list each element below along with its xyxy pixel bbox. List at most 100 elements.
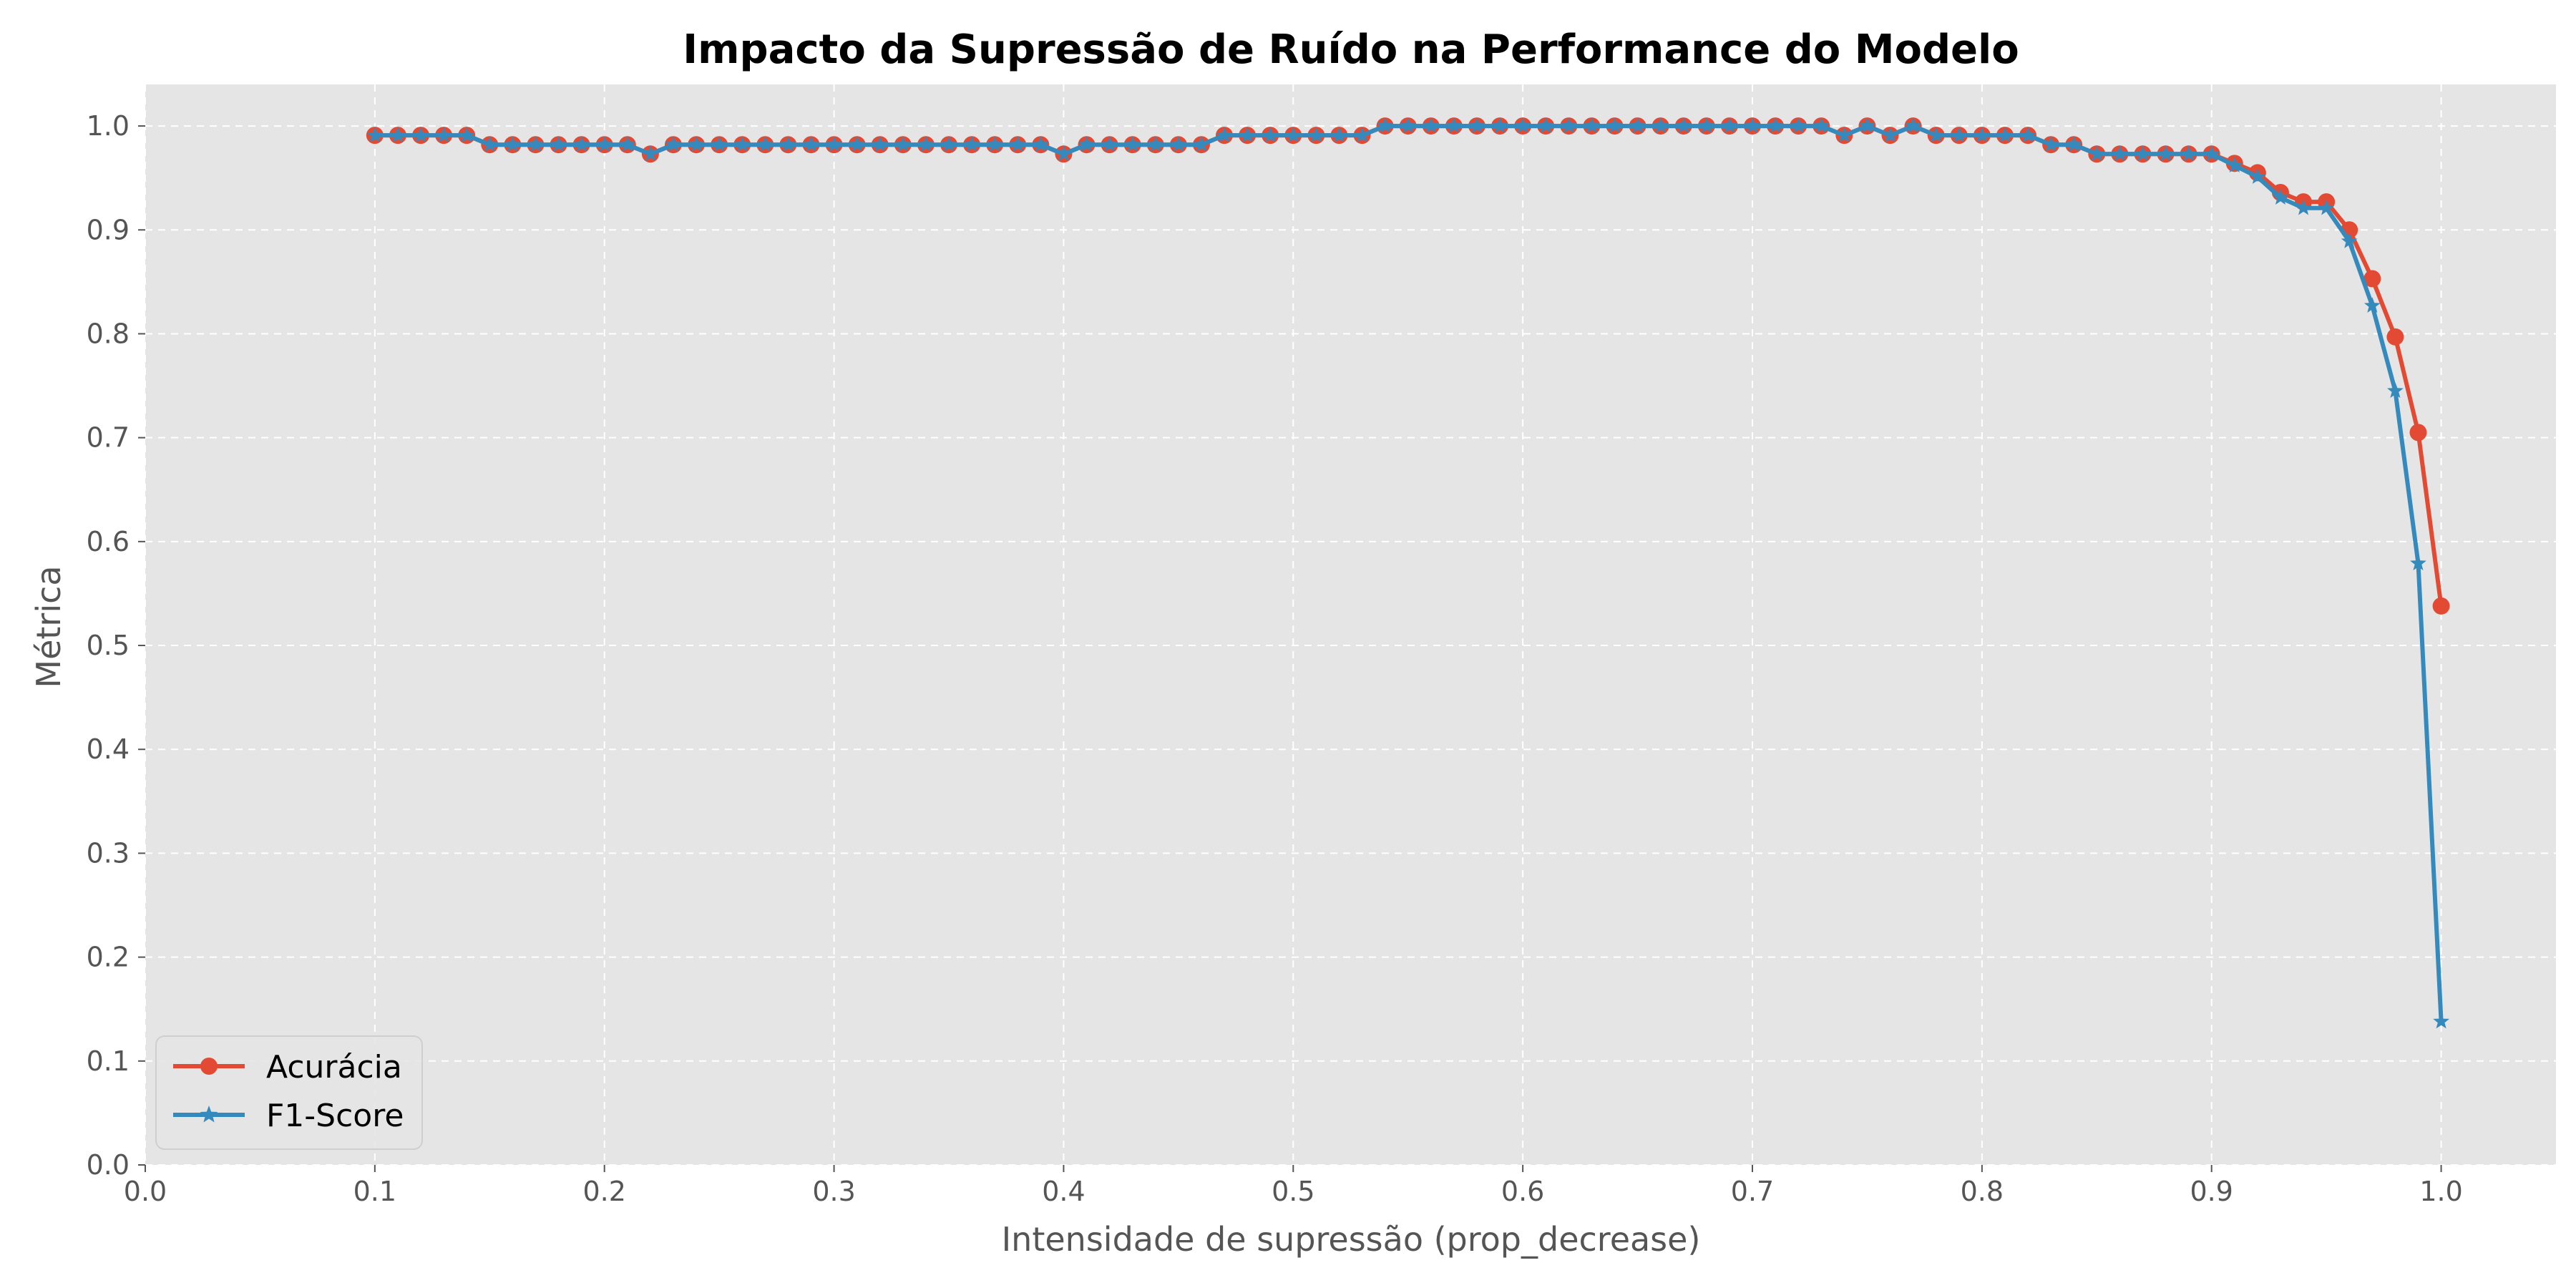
data-point-f1-score — [756, 136, 774, 152]
data-point-f1-score — [1308, 127, 1324, 142]
x-tick-label: 0.6 — [1501, 1176, 1544, 1207]
data-point-f1-score — [1767, 117, 1784, 133]
data-point-f1-score — [711, 136, 728, 152]
data-point-f1-score — [1239, 127, 1256, 142]
y-tick-label: 0.1 — [87, 1045, 130, 1077]
data-point-f1-score — [1423, 117, 1440, 133]
data-point-f1-score — [1584, 117, 1600, 133]
plot-area — [145, 84, 2556, 1165]
data-point-f1-score — [733, 136, 751, 152]
data-point-f1-score — [1101, 136, 1118, 152]
data-point-f1-score — [2019, 127, 2036, 142]
data-point-f1-score — [2363, 297, 2381, 313]
x-tick-label: 0.4 — [1042, 1176, 1085, 1207]
data-point-f1-score — [849, 136, 866, 152]
data-point-f1-score — [917, 136, 935, 152]
data-point-acuracia — [2409, 424, 2427, 441]
legend-marker-f1-score — [200, 1106, 218, 1123]
data-point-f1-score — [1859, 117, 1875, 133]
data-point-f1-score — [826, 136, 842, 152]
data-point-f1-score — [527, 136, 544, 152]
data-point-f1-score — [2410, 555, 2426, 570]
data-point-f1-score — [894, 136, 912, 152]
x-axis-ticks: 0.0 0.1 0.2 0.3 0.4 0.5 0.6 0.7 0.8 0.9 1.0 — [124, 1165, 2463, 1207]
data-point-f1-score — [1262, 127, 1279, 142]
data-point-f1-score — [2249, 168, 2266, 184]
y-tick-label: 0.6 — [87, 526, 130, 557]
data-point-f1-score — [2180, 145, 2197, 161]
data-point-f1-score — [1675, 117, 1692, 133]
grid-lines — [145, 84, 2556, 1166]
data-point-f1-score — [619, 136, 636, 152]
data-point-f1-score — [1055, 145, 1072, 161]
data-point-f1-score — [986, 136, 1003, 152]
data-point-f1-score — [435, 127, 452, 142]
data-point-f1-score — [1147, 136, 1164, 152]
data-point-f1-score — [2135, 145, 2151, 161]
data-point-f1-score — [1652, 117, 1669, 133]
x-tick-label: 0.0 — [124, 1176, 167, 1207]
y-axis-label: Métrica — [29, 565, 68, 688]
data-point-f1-score — [1721, 117, 1738, 133]
data-point-f1-score — [1905, 117, 1921, 133]
data-point-f1-score — [2112, 145, 2128, 161]
data-point-f1-score — [366, 127, 384, 142]
data-point-f1-score — [1377, 117, 1393, 133]
data-point-f1-score — [2295, 199, 2312, 215]
data-point-f1-score — [665, 136, 682, 152]
data-point-f1-score — [1537, 117, 1554, 133]
x-tick-label: 0.9 — [2190, 1176, 2233, 1207]
data-point-f1-score — [963, 136, 980, 152]
data-point-f1-score — [596, 136, 613, 152]
data-point-f1-score — [1216, 127, 1233, 142]
y-tick-label: 1.0 — [87, 110, 130, 142]
data-point-f1-score — [1698, 117, 1715, 133]
data-point-f1-score — [1744, 117, 1761, 133]
y-tick-label: 0.8 — [87, 318, 130, 349]
y-tick-label: 0.9 — [87, 214, 130, 245]
data-point-f1-score — [1928, 127, 1945, 142]
data-point-f1-score — [481, 136, 498, 152]
data-point-f1-score — [1009, 136, 1026, 152]
data-point-f1-score — [550, 136, 567, 152]
data-point-f1-score — [458, 127, 475, 142]
data-point-f1-score — [1468, 117, 1485, 133]
x-tick-label: 0.8 — [1961, 1176, 2004, 1207]
x-tick-label: 0.2 — [582, 1176, 625, 1207]
data-point-f1-score — [1560, 117, 1577, 133]
data-point-f1-score — [389, 127, 406, 142]
data-point-f1-score — [1400, 117, 1417, 133]
data-point-f1-score — [2387, 382, 2404, 398]
data-point-f1-score — [412, 127, 429, 142]
y-tick-label: 0.7 — [87, 422, 130, 454]
data-point-f1-score — [1629, 117, 1646, 133]
y-tick-label: 0.2 — [87, 942, 130, 973]
data-point-f1-score — [1170, 136, 1187, 152]
data-point-f1-score — [2226, 157, 2243, 172]
x-axis-label: Intensidade de supressão (prop_decrease) — [1002, 1220, 1701, 1259]
y-tick-label: 0.0 — [87, 1149, 130, 1181]
data-point-f1-score — [2088, 145, 2105, 161]
data-point-f1-score — [1124, 136, 1141, 152]
data-point-f1-score — [1835, 127, 1853, 142]
data-point-f1-score — [780, 136, 796, 152]
data-point-f1-score — [642, 145, 659, 161]
data-point-f1-score — [2042, 136, 2059, 152]
x-tick-label: 0.7 — [1731, 1176, 1774, 1207]
y-tick-label: 0.4 — [87, 733, 130, 765]
data-point-f1-score — [504, 136, 521, 152]
series-f1-score — [366, 117, 2449, 1029]
data-point-f1-score — [940, 136, 957, 152]
data-point-f1-score — [2157, 145, 2174, 161]
data-point-f1-score — [1445, 117, 1463, 133]
legend: Acurácia F1-Score — [155, 1035, 423, 1150]
data-point-acuracia — [2386, 328, 2404, 346]
legend-label-acuracia: Acurácia — [266, 1049, 402, 1085]
data-point-acuracia — [2432, 597, 2450, 615]
data-point-f1-score — [1882, 127, 1898, 142]
data-point-f1-score — [1284, 127, 1302, 142]
x-tick-label: 0.5 — [1272, 1176, 1314, 1207]
data-point-f1-score — [2203, 145, 2220, 161]
x-tick-label: 0.1 — [353, 1176, 396, 1207]
data-point-f1-score — [1354, 127, 1370, 142]
